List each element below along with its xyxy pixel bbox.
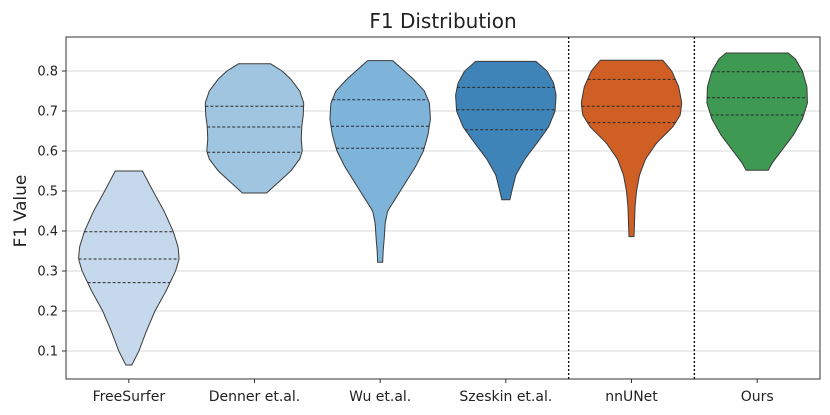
y-tick-label: 0.3	[37, 265, 58, 280]
y-tick-label: 0.7	[37, 105, 58, 120]
violin-szeskin-et-al-	[455, 60, 557, 201]
y-tick-label: 0.5	[37, 185, 58, 200]
violin-ours	[706, 52, 808, 171]
violin-wu-et-al-	[329, 60, 431, 263]
y-tick-label: 0.6	[37, 145, 58, 160]
x-tick-label: Wu et.al.	[349, 389, 411, 405]
x-ticks: FreeSurfer Denner et.al. Wu et.al. Szeskin …	[93, 379, 774, 405]
y-ticks: 0.1 0.2 0.3 0.4 0.5 0.6 0.7 0.8	[37, 65, 66, 360]
y-tick-label: 0.2	[37, 305, 58, 320]
violin-denner-et-al-	[204, 63, 305, 194]
violin-freesurfer	[78, 170, 180, 366]
violins	[78, 52, 808, 366]
plot-frame	[65, 36, 821, 380]
group-separators	[567, 37, 696, 379]
y-tick-label: 0.4	[37, 225, 58, 240]
x-tick-label: Denner et.al.	[209, 389, 300, 405]
y-tick-label: 0.1	[37, 345, 58, 360]
y-tick-label: 0.8	[37, 65, 58, 80]
x-tick-label: FreeSurfer	[93, 389, 166, 405]
chart-title: F1 Distribution	[369, 9, 516, 33]
violin-nnunet	[580, 59, 683, 238]
x-tick-label: Ours	[741, 389, 774, 405]
x-tick-label: nnUNet	[605, 389, 658, 405]
x-tick-label: Szeskin et.al.	[459, 389, 552, 405]
y-axis-label: F1 Value	[11, 175, 31, 248]
